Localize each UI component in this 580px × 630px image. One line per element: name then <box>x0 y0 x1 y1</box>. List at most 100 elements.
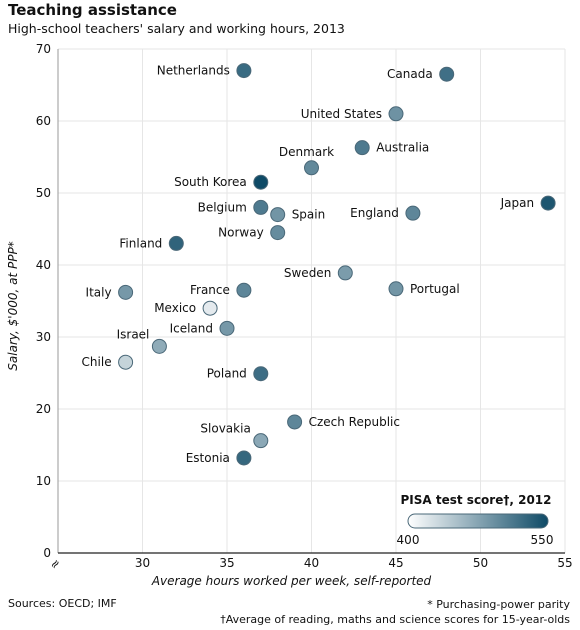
y-tick-label: 10 <box>36 474 51 488</box>
y-tick-label: 50 <box>36 186 51 200</box>
legend-min-label: 400 <box>397 533 420 547</box>
data-point-marker <box>151 338 167 354</box>
legend-max-label: 550 <box>531 533 554 547</box>
legend-gradient-bar <box>407 513 549 529</box>
data-point-label: Italy <box>86 285 112 299</box>
data-point-label: France <box>190 283 230 297</box>
data-point-label: Sweden <box>284 266 331 280</box>
data-points: Netherlands Canada United States Australia D… <box>82 63 556 466</box>
y-tick-label: 60 <box>36 114 51 128</box>
data-point-marker <box>354 140 370 156</box>
data-point: Belgium <box>198 199 269 215</box>
data-point: United States <box>301 106 404 122</box>
data-point-label: Czech Republic <box>309 415 400 429</box>
x-tick-label: 35 <box>219 556 234 570</box>
data-point-label: Denmark <box>279 145 334 159</box>
data-point: Italy <box>86 284 134 300</box>
data-point: England <box>350 205 421 221</box>
legend-title: PISA test score†, 2012 <box>401 493 552 507</box>
data-point-label: Slovakia <box>200 422 250 436</box>
sources-note: Sources: OECD; IMF <box>8 597 117 610</box>
data-point-marker <box>253 174 269 190</box>
data-point-marker <box>236 282 252 298</box>
y-tick-label: 70 <box>36 42 51 56</box>
data-point-label: Finland <box>119 236 162 250</box>
data-point-label: Chile <box>82 355 112 369</box>
data-point-marker <box>253 366 269 382</box>
data-point-label: Australia <box>376 141 429 155</box>
data-point: Chile <box>82 354 134 370</box>
ppp-footnote: * Purchasing-power parity <box>427 598 570 611</box>
data-point: South Korea <box>174 174 269 190</box>
data-point: Japan <box>500 195 556 211</box>
data-point-marker <box>202 300 218 316</box>
data-point: Estonia <box>186 450 252 466</box>
data-point-label: Poland <box>207 367 247 381</box>
data-point-marker <box>270 207 286 223</box>
x-tick-label: 30 <box>135 556 150 570</box>
data-point: Netherlands <box>157 63 252 79</box>
data-point-marker <box>236 63 252 79</box>
data-point: Iceland <box>170 320 235 336</box>
data-point: Israel <box>117 327 167 354</box>
data-point-label: Estonia <box>186 451 230 465</box>
color-legend: PISA test score†, 2012 400 550 <box>397 493 554 547</box>
data-point-marker <box>439 66 455 82</box>
data-point-label: England <box>350 206 399 220</box>
data-point: Canada <box>387 66 455 82</box>
x-tick-label: 55 <box>557 556 572 570</box>
y-tick-label: 30 <box>36 330 51 344</box>
data-point-marker <box>287 414 303 430</box>
data-point: Australia <box>354 140 429 156</box>
data-point: Slovakia <box>200 422 269 449</box>
data-point: Mexico <box>154 300 218 316</box>
data-point-marker <box>168 235 184 251</box>
data-point: Poland <box>207 366 269 382</box>
data-point-marker <box>405 205 421 221</box>
grid <box>58 48 566 553</box>
x-tick-label: 40 <box>304 556 319 570</box>
data-point-label: Japan <box>500 196 534 210</box>
y-tick-label: 0 <box>43 546 51 560</box>
data-point: Czech Republic <box>287 414 400 430</box>
y-tick-label: 40 <box>36 258 51 272</box>
x-tick-label: 45 <box>388 556 403 570</box>
data-point-label: United States <box>301 107 382 121</box>
data-point-label: Belgium <box>198 200 247 214</box>
data-point-label: Israel <box>117 327 150 341</box>
y-axis-label: Salary, $'000, at PPP* <box>6 241 20 370</box>
x-tick-label: 50 <box>473 556 488 570</box>
data-point-label: Norway <box>218 226 264 240</box>
data-point: Spain <box>270 207 326 223</box>
data-point-marker <box>540 195 556 211</box>
y-tick-label: 20 <box>36 402 51 416</box>
data-point-label: Netherlands <box>157 64 230 78</box>
data-point: Denmark <box>279 145 334 176</box>
data-point-label: South Korea <box>174 175 247 189</box>
data-point-marker <box>337 265 353 281</box>
data-point-label: Portugal <box>410 282 460 296</box>
data-point: France <box>190 282 252 298</box>
x-axis-label: Average hours worked per week, self-repo… <box>151 574 432 588</box>
data-point-label: Spain <box>292 208 326 222</box>
data-point: Portugal <box>388 281 460 297</box>
data-point: Norway <box>218 225 286 241</box>
data-point-marker <box>270 225 286 241</box>
pisa-footnote: †Average of reading, maths and science s… <box>220 613 570 626</box>
chart-subtitle: High-school teachers' salary and working… <box>8 21 345 36</box>
data-point-marker <box>219 320 235 336</box>
data-point-label: Iceland <box>170 321 213 335</box>
data-point: Finland <box>119 235 184 251</box>
data-point-marker <box>388 281 404 297</box>
footnotes: * Purchasing-power parity †Average of re… <box>220 597 570 627</box>
data-point-marker <box>388 106 404 122</box>
data-point-marker <box>118 354 134 370</box>
data-point-marker <box>236 450 252 466</box>
data-point-label: Mexico <box>154 301 196 315</box>
data-point-marker <box>304 160 319 176</box>
data-point-label: Canada <box>387 67 433 81</box>
data-point-marker <box>253 433 269 449</box>
data-point-marker <box>118 284 134 300</box>
